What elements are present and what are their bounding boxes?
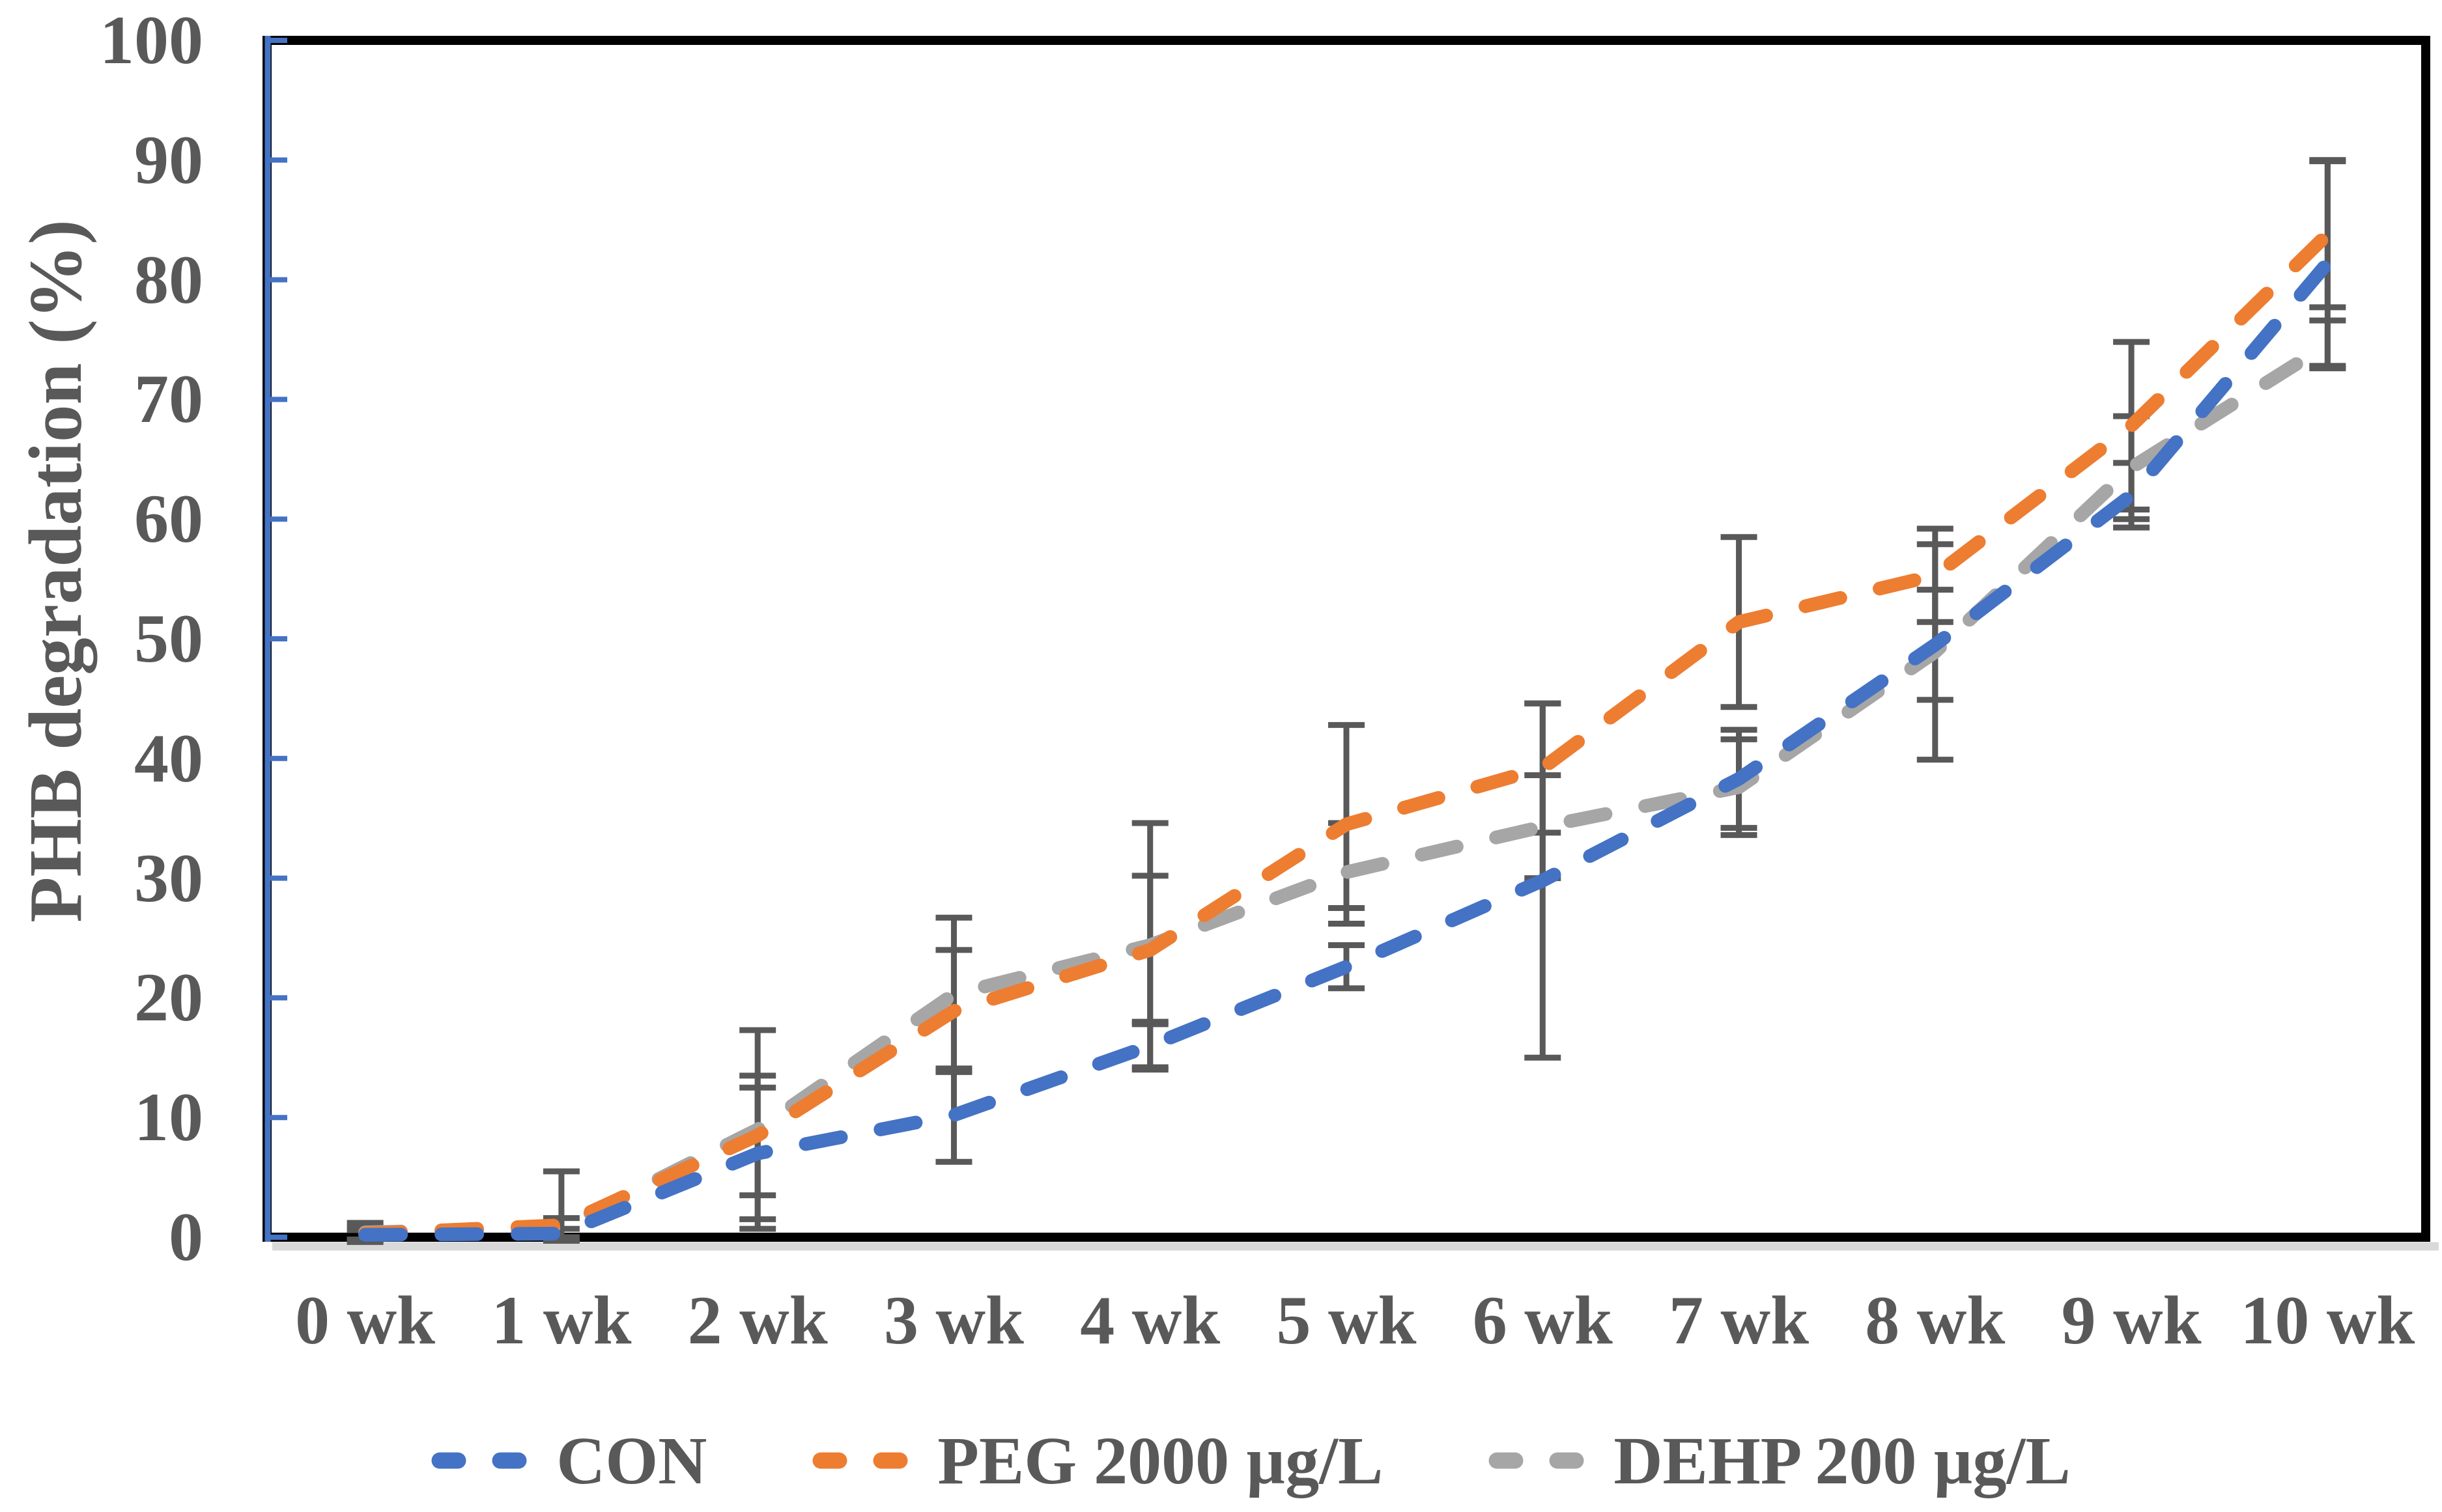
series-line-con (358, 256, 2335, 1242)
x-tick-label-0wk: 0 wk (295, 1282, 436, 1358)
y-tick-label: 30 (134, 839, 203, 916)
x-tick-label-4wk: 4 wk (1080, 1282, 1221, 1358)
legend-label-peg-2000-g-l: PEG 2000 µg/L (937, 1423, 1384, 1498)
y-tick-label: 20 (134, 959, 203, 1036)
x-tick-label-7wk: 7 wk (1669, 1282, 1810, 1358)
y-tick-label: 60 (134, 481, 203, 557)
y-tick-label: 100 (100, 2, 203, 78)
x-tick-label-1wk: 1 wk (491, 1282, 632, 1358)
legend-item-dehp-200-g-l: DEHP 200 µg/L (1487, 1422, 2071, 1500)
y-tick-label: 80 (134, 241, 203, 318)
x-tick-label-2wk: 2 wk (687, 1282, 828, 1358)
x-tick-label-5wk: 5 wk (1276, 1282, 1417, 1358)
y-tick-label: 70 (134, 361, 203, 438)
x-tick-label-9wk: 9 wk (2061, 1282, 2202, 1358)
legend-label-con: CON (556, 1423, 707, 1498)
legend-dash-marker-con (431, 1452, 540, 1469)
legend: CON PEG 2000 µg/L DEHP 200 µg/L (0, 1418, 2442, 1503)
series-line-peg-2000-g-l (358, 227, 2335, 1240)
x-tick-label-10wk: 10 wk (2240, 1282, 2415, 1358)
plot-frame (263, 36, 2430, 1242)
y-tick-label: 0 (169, 1199, 203, 1275)
y-tick-label: 50 (134, 600, 203, 677)
legend-item-con: CON (430, 1422, 707, 1500)
y-tick-label: 10 (134, 1079, 203, 1156)
x-tick-label-8wk: 8 wk (1865, 1282, 2006, 1358)
legend-label-dehp-200-g-l: DEHP 200 µg/L (1613, 1423, 2071, 1498)
y-tick-label: 40 (134, 720, 203, 796)
legend-item-peg-2000-g-l: PEG 2000 µg/L (811, 1422, 1383, 1500)
y-tick-label: 90 (134, 121, 203, 198)
legend-dash-marker-peg-2000-g-l (812, 1452, 921, 1469)
legend-dash-marker-dehp-200-g-l (1488, 1452, 1597, 1469)
x-tick-label-3wk: 3 wk (883, 1282, 1024, 1358)
x-tick-label-6wk: 6 wk (1472, 1282, 1613, 1358)
